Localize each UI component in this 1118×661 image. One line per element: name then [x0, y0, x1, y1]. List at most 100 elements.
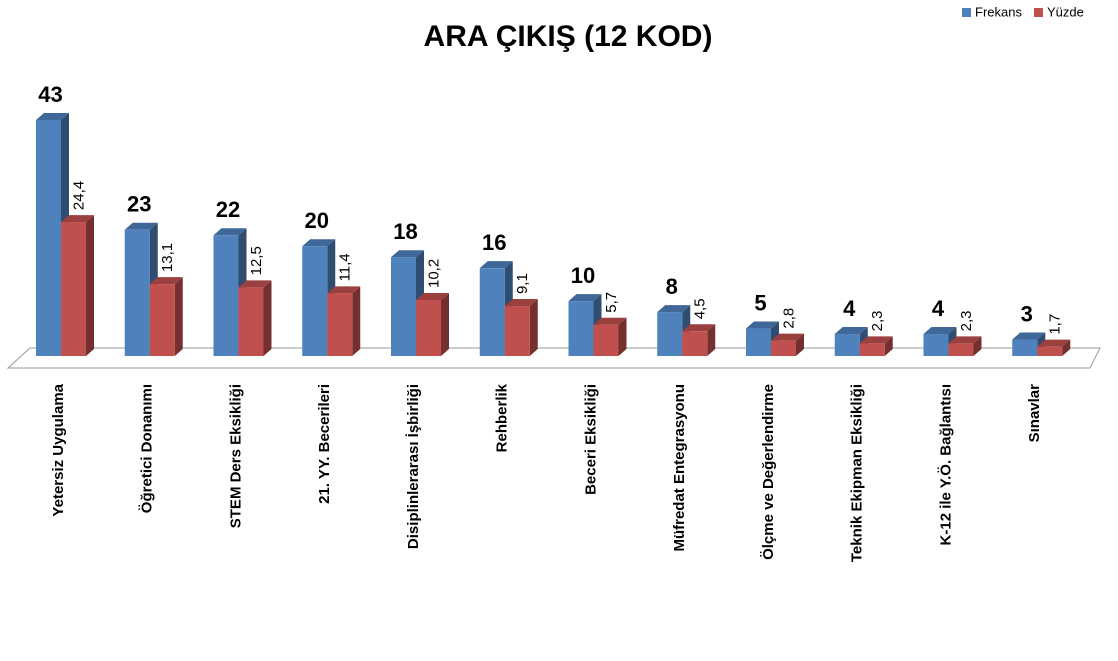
bar-top: [682, 324, 716, 332]
bar-top: [238, 280, 272, 288]
bar-top: [391, 250, 424, 258]
bar-top: [416, 293, 449, 301]
value-label: 2,8: [780, 308, 797, 329]
bar: [834, 334, 860, 356]
bar-side: [796, 333, 804, 356]
value-label: 22: [216, 197, 240, 222]
bar: [416, 300, 441, 356]
bar: [682, 331, 708, 356]
value-label: 4: [932, 296, 945, 321]
value-label: 11,4: [337, 253, 354, 281]
value-label: 43: [38, 82, 62, 107]
bar-top: [593, 317, 627, 325]
bar: [36, 120, 61, 356]
bar-side: [441, 293, 449, 356]
bar-top: [61, 215, 94, 223]
bar-side: [973, 336, 982, 356]
bar-side: [884, 336, 893, 356]
x-tick-label: K-12 ile Y.Ö. Bağlantısı: [937, 384, 954, 545]
bar-top: [948, 336, 982, 344]
bar-side: [263, 280, 272, 356]
value-label: 18: [393, 219, 417, 244]
value-label: 8: [666, 274, 678, 299]
value-label: 3: [1021, 301, 1033, 326]
bar-top: [302, 239, 336, 247]
bar: [213, 235, 239, 356]
bar-top: [746, 321, 779, 329]
x-tick-label: Sınavlar: [1026, 384, 1043, 443]
bar: [859, 343, 885, 356]
bar-side: [352, 286, 361, 356]
bar: [948, 343, 974, 356]
x-tick-label: Beceri Eksikliği: [582, 384, 599, 495]
bar-top: [479, 261, 513, 269]
x-tick-label: STEM Ders Eksikliği: [227, 384, 244, 528]
bar-top: [36, 113, 69, 120]
value-label: 2,3: [869, 311, 886, 332]
legend-label: Yüzde: [1047, 4, 1084, 19]
value-label: 23: [127, 192, 151, 217]
chart-title: ARA ÇIKIŞ (12 KOD): [424, 20, 713, 53]
bar-top: [327, 286, 361, 294]
bar: [327, 293, 353, 356]
x-tick-label: Ölçme ve Değerlendirme: [760, 384, 777, 560]
bar-side: [1062, 339, 1071, 356]
bar-top: [771, 333, 804, 341]
bar: [479, 268, 505, 356]
x-tick-label: Müfredat Entegrasyonu: [671, 384, 688, 552]
bar-side: [618, 317, 627, 356]
bar-top: [504, 299, 538, 307]
bar: [391, 257, 416, 356]
bar: [771, 340, 796, 356]
bar: [923, 334, 949, 356]
floor: [6, 347, 1101, 369]
value-label: 12,5: [248, 246, 265, 275]
value-label: 5,7: [603, 292, 620, 313]
x-tick-label: Teknik Ekipman Eksikliği: [849, 384, 866, 562]
bar-top: [859, 336, 893, 344]
bar: [1012, 339, 1038, 356]
value-label: 1,7: [1047, 314, 1064, 335]
bar-top: [657, 305, 691, 313]
bar-top: [213, 228, 247, 236]
value-label: 9,1: [514, 273, 531, 294]
value-label: 10: [571, 263, 595, 288]
bar: [238, 287, 264, 356]
bar: [149, 284, 175, 356]
bar-top: [1037, 339, 1071, 347]
bar-top: [124, 222, 158, 230]
legend-label: Frekans: [975, 4, 1022, 19]
value-label: 5: [754, 290, 766, 315]
value-label: 10,2: [425, 259, 442, 288]
bar-top: [834, 327, 868, 335]
legend-swatch: [962, 8, 971, 17]
bar-side: [529, 299, 538, 356]
bar: [302, 246, 328, 356]
value-label: 24,4: [70, 181, 87, 210]
bar-side: [174, 277, 183, 356]
bar-top: [149, 277, 183, 285]
value-label: 16: [482, 230, 506, 255]
bar: [746, 328, 771, 356]
bar: [568, 301, 594, 356]
bar-top: [923, 327, 957, 335]
x-tick-label: Öğretici Donanımı: [139, 384, 156, 513]
x-tick-label: Disiplinlerarası İşbirliği: [405, 384, 422, 549]
bar-top: [1012, 332, 1046, 340]
value-label: 4,5: [692, 298, 709, 319]
x-tick-label: Rehberlik: [494, 383, 511, 452]
value-label: 4: [843, 296, 856, 321]
x-tick-label: 21. YY. Becerileri: [316, 384, 333, 504]
value-label: 20: [305, 208, 329, 233]
value-label: 13,1: [159, 243, 176, 272]
bar: [657, 312, 683, 356]
bar-side: [707, 324, 716, 356]
value-label: 2,3: [958, 311, 975, 332]
bar: [504, 306, 530, 356]
bar: [61, 222, 86, 356]
legend-swatch: [1033, 8, 1043, 17]
bar: [124, 229, 150, 356]
x-tick-label: Yetersiz Uygulama: [50, 383, 67, 516]
bar: [1037, 346, 1063, 356]
